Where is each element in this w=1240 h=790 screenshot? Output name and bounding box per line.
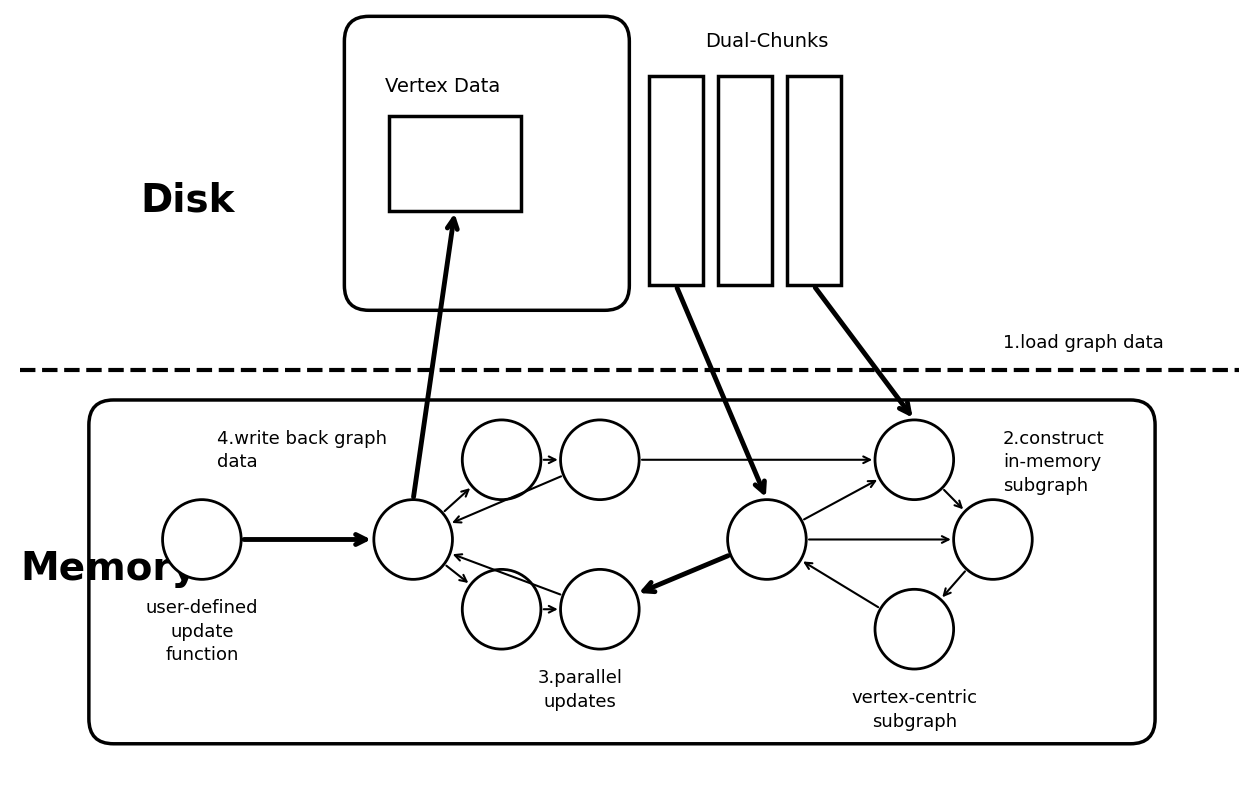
FancyBboxPatch shape [345,17,630,310]
FancyBboxPatch shape [89,400,1156,743]
Ellipse shape [463,420,541,499]
Bar [786,76,841,285]
Text: Vertex Data: Vertex Data [384,77,500,96]
Text: 4.write back graph
data: 4.write back graph data [217,430,387,472]
Ellipse shape [560,570,639,649]
Text: Dual-Chunks: Dual-Chunks [706,32,828,51]
Text: user-defined
update
function: user-defined update function [145,600,258,664]
Text: 2.construct
in-memory
subgraph: 2.construct in-memory subgraph [1003,430,1105,495]
Ellipse shape [463,570,541,649]
Ellipse shape [954,499,1032,579]
Ellipse shape [875,420,954,499]
Text: 3.parallel
updates: 3.parallel updates [538,669,622,711]
Bar [649,76,703,285]
Bar [718,76,771,285]
Ellipse shape [560,420,639,499]
Ellipse shape [162,499,242,579]
Text: vertex-centric
subgraph: vertex-centric subgraph [852,689,977,731]
Ellipse shape [728,499,806,579]
Text: 1.load graph data: 1.load graph data [1003,334,1163,352]
Ellipse shape [875,589,954,669]
Text: Disk: Disk [140,182,234,220]
Ellipse shape [373,499,453,579]
Text: Memory: Memory [20,551,197,589]
Bar [388,116,521,211]
